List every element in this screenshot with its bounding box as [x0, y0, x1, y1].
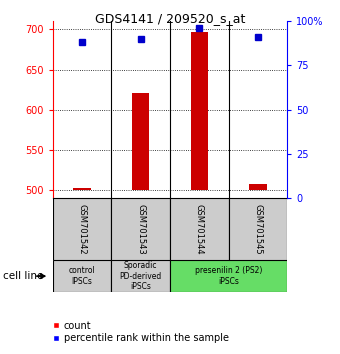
Text: GSM701543: GSM701543: [136, 204, 145, 255]
Bar: [249, 184, 267, 190]
Bar: [112, 198, 170, 260]
Bar: [132, 93, 150, 190]
Bar: [73, 188, 91, 190]
Text: GSM701542: GSM701542: [78, 204, 86, 255]
Text: GSM701545: GSM701545: [254, 204, 262, 255]
Bar: [170, 198, 228, 260]
Bar: [228, 198, 287, 260]
Text: GDS4141 / 209520_s_at: GDS4141 / 209520_s_at: [95, 12, 245, 25]
Bar: [170, 260, 287, 292]
Bar: [53, 198, 112, 260]
Bar: [112, 260, 170, 292]
Bar: [190, 32, 208, 190]
Legend: count, percentile rank within the sample: count, percentile rank within the sample: [49, 317, 233, 347]
Text: cell line: cell line: [3, 271, 44, 281]
Text: presenilin 2 (PS2)
iPSCs: presenilin 2 (PS2) iPSCs: [195, 267, 262, 286]
Bar: [53, 260, 112, 292]
Text: control
IPSCs: control IPSCs: [69, 267, 96, 286]
Text: Sporadic
PD-derived
iPSCs: Sporadic PD-derived iPSCs: [120, 261, 162, 291]
Text: GSM701544: GSM701544: [195, 204, 204, 255]
